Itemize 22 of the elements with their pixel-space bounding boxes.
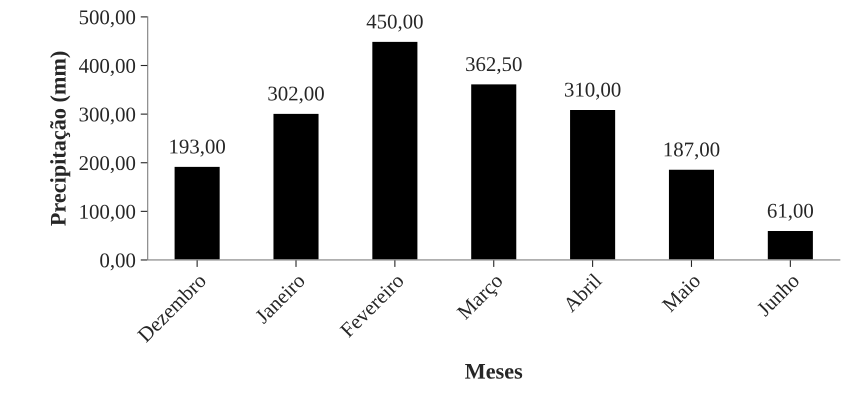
bar xyxy=(568,108,617,260)
bar xyxy=(173,165,222,260)
y-tick-label: 500,00 xyxy=(80,10,136,28)
bar xyxy=(272,112,320,260)
bar xyxy=(668,168,716,260)
y-tick-label: 100,00 xyxy=(80,204,136,222)
y-tick-label: 400,00 xyxy=(79,58,136,76)
data-label: 362,50 xyxy=(466,57,522,74)
y-axis-title: Precipitação (mm) xyxy=(50,52,70,226)
data-label: 61,00 xyxy=(768,204,813,221)
data-label: 310,00 xyxy=(564,82,620,100)
data-label: 450,00 xyxy=(366,14,423,32)
data-label: 193,00 xyxy=(170,140,225,157)
y-tick-label: 0,00 xyxy=(100,253,136,270)
data-label: 302,00 xyxy=(268,86,324,104)
bar xyxy=(370,40,419,260)
x-axis-title: Meses xyxy=(465,364,522,379)
data-label: 187,00 xyxy=(664,142,720,160)
bar xyxy=(766,230,814,260)
y-tick-label: 300,00 xyxy=(80,108,136,125)
bar xyxy=(470,83,518,260)
y-tick-label: 200,00 xyxy=(80,156,136,174)
